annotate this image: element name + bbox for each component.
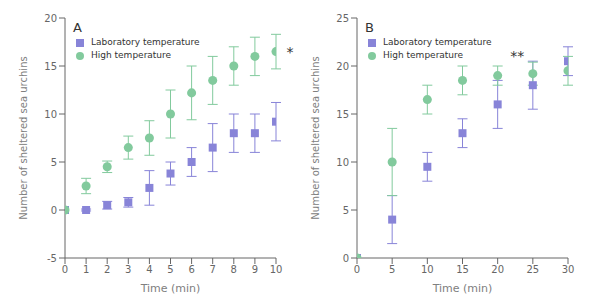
svg-text:0: 0 — [62, 264, 68, 275]
svg-text:6: 6 — [188, 264, 194, 275]
svg-text:0: 0 — [343, 253, 349, 264]
html-text:High temperature: High temperature — [383, 50, 464, 60]
html-text:B: B — [365, 20, 374, 35]
svg-text:Number of sheltered sea urchin: Number of sheltered sea urchins — [18, 56, 29, 219]
svg-text:9: 9 — [252, 264, 258, 275]
svg-text:5: 5 — [51, 157, 57, 168]
svg-text:0: 0 — [51, 205, 57, 216]
svg-text:25: 25 — [336, 13, 349, 24]
svg-text:1: 1 — [83, 264, 89, 275]
svg-text:Number of sheltered sea urchin: Number of sheltered sea urchins — [310, 56, 321, 219]
svg-text:**: ** — [510, 48, 524, 64]
svg-text:5: 5 — [167, 264, 173, 275]
svg-text:10: 10 — [44, 109, 57, 120]
svg-text:10: 10 — [270, 264, 283, 275]
svg-text:0: 0 — [354, 264, 360, 275]
svg-text:5: 5 — [343, 205, 349, 216]
svg-text:4: 4 — [146, 264, 152, 275]
svg-text:Time (min): Time (min) — [432, 282, 493, 295]
svg-text:Time (min): Time (min) — [140, 282, 201, 295]
svg-text:7: 7 — [210, 264, 216, 275]
svg-text:5: 5 — [389, 264, 395, 275]
html-text:High temperature: High temperature — [91, 50, 172, 60]
svg-text:2: 2 — [104, 264, 110, 275]
html-text:Laboratory temperature: Laboratory temperature — [91, 37, 200, 47]
svg-text:20: 20 — [491, 264, 504, 275]
svg-text:15: 15 — [456, 264, 469, 275]
svg-text:15: 15 — [44, 61, 57, 72]
svg-text:*: * — [286, 44, 293, 60]
svg-text:20: 20 — [44, 13, 57, 24]
svg-text:8: 8 — [231, 264, 237, 275]
svg-text:10: 10 — [336, 157, 349, 168]
svg-text:15: 15 — [336, 109, 349, 120]
svg-text:10: 10 — [421, 264, 434, 275]
svg-text:-5: -5 — [47, 253, 57, 264]
svg-text:20: 20 — [336, 61, 349, 72]
svg-text:3: 3 — [125, 264, 131, 275]
html-text:A: A — [73, 20, 82, 35]
svg-text:30: 30 — [562, 264, 575, 275]
html-text:Laboratory temperature: Laboratory temperature — [383, 37, 492, 47]
svg-text:25: 25 — [526, 264, 539, 275]
